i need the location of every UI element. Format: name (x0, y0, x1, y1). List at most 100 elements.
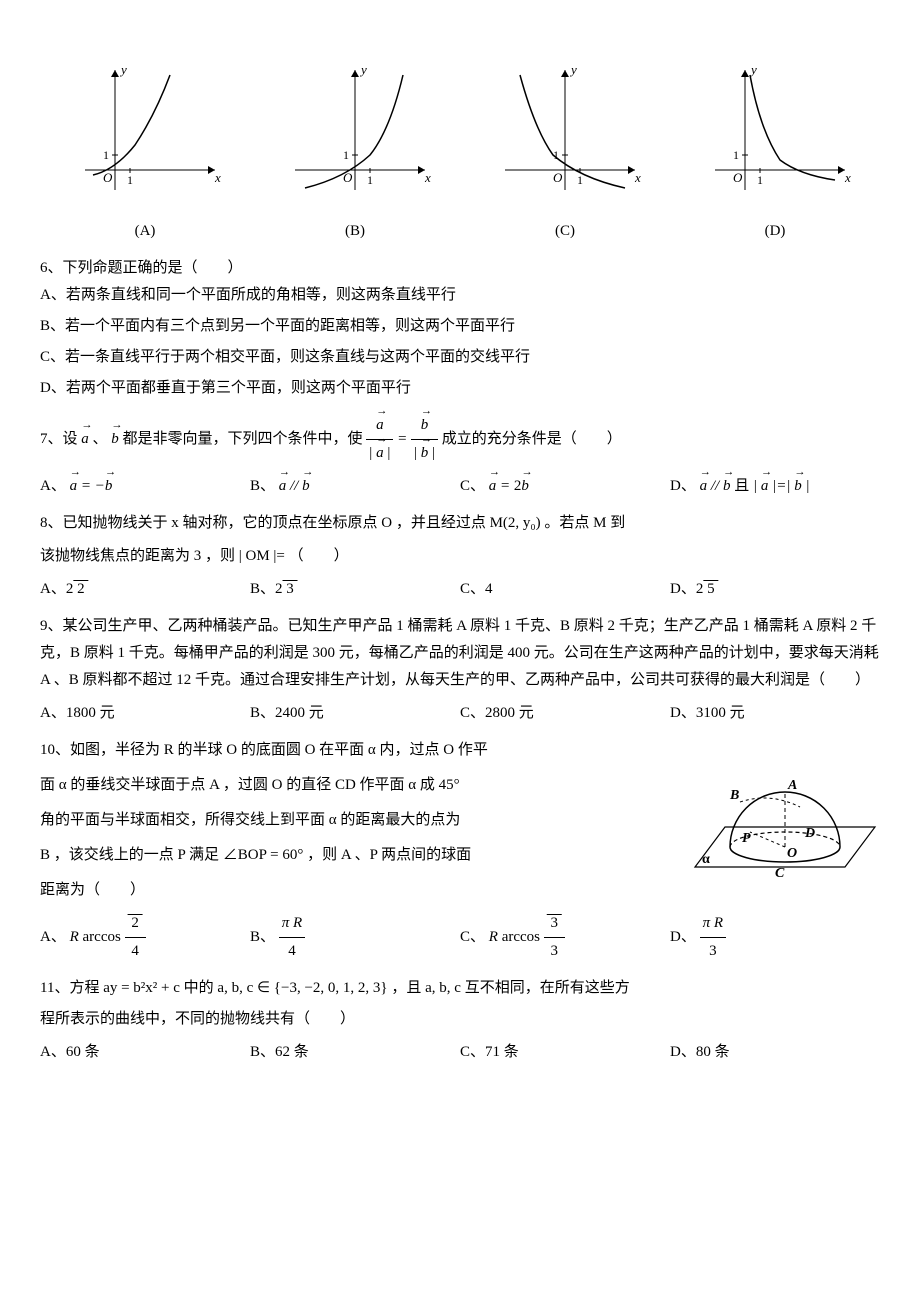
question-11: 11、方程 ay = b²x² + c 中的 a, b, c ∈ {−3, −2… (40, 975, 880, 1066)
q7-prefix: 7、设 (40, 431, 78, 447)
q10-D-prefix: D、 (670, 929, 696, 945)
q9-option-C: C、2800 元 (460, 700, 670, 727)
graph-D-label: (D) (695, 218, 855, 245)
svg-text:y: y (569, 62, 577, 77)
q8-option-A: A、2 2 (40, 576, 250, 603)
question-9: 9、某公司生产甲、乙两种桶装产品。已知生产甲产品 1 桶需耗 A 原料 1 千克… (40, 613, 880, 727)
q9-option-D: D、3100 元 (670, 700, 880, 727)
q6-option-A: A、若两条直线和同一个平面所成的角相等，则这两条直线平行 (40, 282, 880, 309)
graph-A-label: (A) (65, 218, 225, 245)
q10-stem2: 面 α 的垂线交半球面于点 A ，过圆 O 的直径 CD 作平面 α 成 45° (40, 772, 670, 799)
svg-text:1: 1 (367, 173, 373, 187)
graph-D-svg: x y O 1 1 (695, 60, 855, 200)
q11-option-D: D、80 条 (670, 1039, 880, 1066)
graph-B-svg: x y O 1 1 (275, 60, 435, 200)
q10-text: 10、如图，半径为 R 的半球 O 的底面圆 O 在平面 α 内，过点 O 作平… (40, 737, 670, 904)
label-alpha: α (702, 852, 710, 867)
q10-options: A、 R arccos 2 4 B、 π R4 C、 R arccos 3 3 … (40, 910, 880, 965)
graph-D: x y O 1 1 (D) (695, 60, 855, 245)
graph-C-label: (C) (485, 218, 645, 245)
q6-option-C: C、若一条直线平行于两个相交平面，则这条直线与这两个平面的交线平行 (40, 344, 880, 371)
q10-stem4: B ，该交线上的一点 P 满足 ∠BOP = 60° ，则 A 、P 两点间的球… (40, 842, 670, 869)
q10-option-D: D、 π R3 (670, 910, 880, 965)
q7-D-mid: 且 (734, 478, 749, 494)
svg-text:1: 1 (733, 148, 739, 162)
q11-options: A、60 条 B、62 条 C、71 条 D、80 条 (40, 1039, 880, 1066)
q7-mid2: 都是非零向量，下列四个条件中，使 (123, 431, 363, 447)
q7-suffix: 成立的充分条件是（ ） (442, 431, 622, 447)
svg-text:1: 1 (103, 148, 109, 162)
question-10: 10、如图，半径为 R 的半球 O 的底面圆 O 在平面 α 内，过点 O 作平… (40, 737, 880, 965)
label-O: O (787, 846, 797, 861)
q6-stem: 6、下列命题正确的是（ ） (40, 255, 880, 282)
q6-option-D: D、若两个平面都垂直于第三个平面，则这两个平面平行 (40, 375, 880, 402)
q6-option-B: B、若一个平面内有三个点到另一个平面的距离相等，则这两个平面平行 (40, 313, 880, 340)
svg-text:y: y (749, 62, 757, 77)
graph-B: x y O 1 1 (B) (275, 60, 435, 245)
graph-B-label: (B) (275, 218, 435, 245)
q11-option-B: B、62 条 (250, 1039, 460, 1066)
q10-option-A: A、 R arccos 2 4 (40, 910, 250, 965)
question-7: 7、设 a 、 b 都是非零向量，下列四个条件中，使 a| a | = b| b… (40, 412, 880, 500)
q11-option-C: C、71 条 (460, 1039, 670, 1066)
question-8: 8、已知抛物线关于 x 轴对称，它的顶点在坐标原点 O ，并且经过点 M(2, … (40, 510, 880, 603)
graph-A: x y O 1 1 (A) (65, 60, 225, 245)
q8-B-prefix: B、 (250, 581, 275, 597)
q8-option-B: B、2 3 (250, 576, 460, 603)
q7-option-B: B、 a // b (250, 473, 460, 500)
label-A: A (787, 778, 797, 793)
q7-option-D: D、 a // b 且 | a |=| b | (670, 473, 880, 500)
q10-stem1: 10、如图，半径为 R 的半球 O 的底面圆 O 在平面 α 内，过点 O 作平 (40, 737, 670, 764)
svg-text:y: y (359, 62, 367, 77)
q11-stem2: 程所表示的曲线中，不同的抛物线共有（ ） (40, 1006, 880, 1033)
q10-B-prefix: B、 (250, 929, 275, 945)
svg-text:1: 1 (127, 173, 133, 187)
q10-figure: A B C D O P α (680, 737, 880, 897)
label-D: D (804, 826, 815, 841)
q9-options: A、1800 元 B、2400 元 C、2800 元 D、3100 元 (40, 700, 880, 727)
q7-option-A: A、 a = −b (40, 473, 250, 500)
q7-options: A、 a = −b B、 a // b C、 a = 2b D、 a // b … (40, 473, 880, 500)
svg-text:O: O (103, 170, 113, 185)
label-C: C (775, 866, 785, 881)
question-6: 6、下列命题正确的是（ ） A、若两条直线和同一个平面所成的角相等，则这两条直线… (40, 255, 880, 402)
q7-mid1: 、 (93, 431, 108, 447)
svg-text:O: O (553, 170, 563, 185)
q8-D-prefix: D、 (670, 581, 696, 597)
q11-option-A: A、60 条 (40, 1039, 250, 1066)
q8-stem1: 8、已知抛物线关于 x 轴对称，它的顶点在坐标原点 O ，并且经过点 M(2, … (40, 510, 880, 537)
q7-C-prefix: C、 (460, 478, 485, 494)
q9-option-B: B、2400 元 (250, 700, 460, 727)
q10-option-C: C、 R arccos 3 3 (460, 910, 670, 965)
svg-text:1: 1 (757, 173, 763, 187)
label-P: P (742, 831, 751, 846)
svg-text:x: x (424, 170, 431, 185)
q10-stem5: 距离为（ ） (40, 877, 670, 904)
q7-B-prefix: B、 (250, 478, 275, 494)
q7-D-prefix: D、 (670, 478, 696, 494)
graphs-row: x y O 1 1 (A) x y O 1 1 (B) (40, 60, 880, 245)
graph-C: x y O 1 1 (C) (485, 60, 645, 245)
q9-stem: 9、某公司生产甲、乙两种桶装产品。已知生产甲产品 1 桶需耗 A 原料 1 千克… (40, 613, 880, 694)
q10-A-prefix: A、 (40, 929, 66, 945)
q8-A-prefix: A、 (40, 581, 66, 597)
svg-text:y: y (119, 62, 127, 77)
svg-text:1: 1 (343, 148, 349, 162)
q8-stem2: 该抛物线焦点的距离为 3 ，则 | OM |= （ ） (40, 543, 880, 570)
q9-option-A: A、1800 元 (40, 700, 250, 727)
q8-option-D: D、2 5 (670, 576, 880, 603)
svg-text:O: O (733, 170, 743, 185)
q11-stem1: 11、方程 ay = b²x² + c 中的 a, b, c ∈ {−3, −2… (40, 975, 880, 1002)
q7-stem: 7、设 a 、 b 都是非零向量，下列四个条件中，使 a| a | = b| b… (40, 412, 880, 467)
q10-option-B: B、 π R4 (250, 910, 460, 965)
label-B: B (729, 788, 739, 803)
q8-options: A、2 2 B、2 3 C、4 D、2 5 (40, 576, 880, 603)
graph-A-svg: x y O 1 1 (65, 60, 225, 200)
graph-C-svg: x y O 1 1 (485, 60, 645, 200)
q8-option-C: C、4 (460, 576, 670, 603)
svg-text:x: x (844, 170, 851, 185)
svg-text:1: 1 (577, 173, 583, 187)
svg-text:x: x (214, 170, 221, 185)
hemisphere-svg: A B C D O P α (680, 737, 880, 887)
q10-C-prefix: C、 (460, 929, 485, 945)
